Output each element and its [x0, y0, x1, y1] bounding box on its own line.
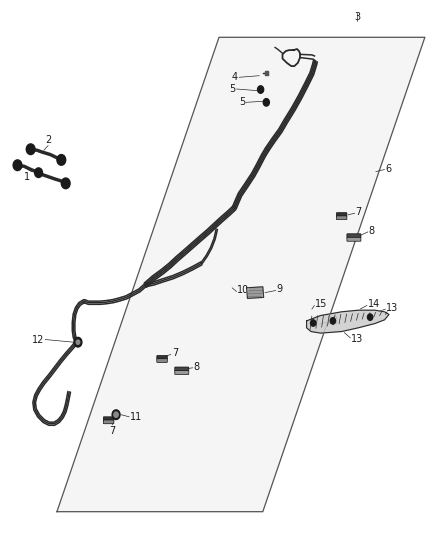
Circle shape: [330, 318, 336, 324]
Circle shape: [76, 340, 80, 344]
Polygon shape: [247, 287, 264, 298]
Text: 14: 14: [368, 300, 380, 309]
Text: 4: 4: [232, 72, 238, 82]
Text: 5: 5: [230, 84, 236, 94]
Circle shape: [57, 155, 66, 165]
Circle shape: [367, 314, 373, 320]
Text: 13: 13: [351, 334, 364, 344]
Circle shape: [263, 99, 269, 106]
Circle shape: [114, 412, 118, 417]
Text: 8: 8: [369, 226, 375, 236]
FancyBboxPatch shape: [157, 359, 167, 362]
Text: 2: 2: [45, 135, 51, 145]
Circle shape: [61, 178, 70, 189]
FancyBboxPatch shape: [103, 420, 114, 424]
Text: 7: 7: [110, 426, 116, 437]
Text: 1: 1: [24, 172, 30, 182]
FancyBboxPatch shape: [103, 417, 114, 421]
Polygon shape: [307, 310, 389, 333]
Circle shape: [13, 160, 22, 171]
Circle shape: [112, 410, 120, 419]
Text: 3: 3: [354, 12, 360, 22]
Text: 11: 11: [130, 412, 142, 422]
Text: 15: 15: [315, 300, 328, 309]
Text: 5: 5: [239, 98, 245, 107]
Text: 12: 12: [32, 335, 45, 344]
Text: 13: 13: [386, 303, 399, 313]
FancyBboxPatch shape: [347, 237, 361, 241]
Circle shape: [26, 144, 35, 155]
Text: 7: 7: [356, 207, 362, 217]
FancyBboxPatch shape: [336, 216, 347, 220]
Polygon shape: [265, 71, 268, 75]
FancyBboxPatch shape: [347, 234, 361, 238]
Circle shape: [35, 168, 42, 177]
Circle shape: [258, 86, 264, 93]
FancyBboxPatch shape: [157, 356, 167, 359]
Text: 7: 7: [172, 349, 178, 358]
Circle shape: [311, 320, 316, 326]
FancyBboxPatch shape: [336, 213, 347, 216]
Text: 13: 13: [327, 317, 339, 326]
Polygon shape: [57, 37, 425, 512]
Text: 8: 8: [194, 362, 200, 372]
Text: 10: 10: [237, 286, 250, 295]
FancyBboxPatch shape: [175, 367, 189, 371]
Circle shape: [74, 337, 82, 347]
Text: 6: 6: [385, 165, 392, 174]
Text: 9: 9: [277, 285, 283, 294]
FancyBboxPatch shape: [175, 370, 189, 375]
